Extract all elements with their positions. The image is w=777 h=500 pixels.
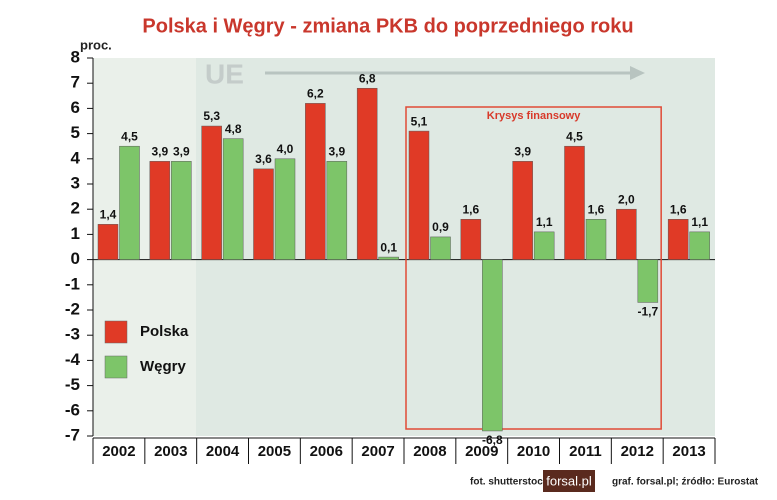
legend-swatch	[104, 320, 128, 344]
y-tick-label: 3	[71, 173, 80, 192]
value-label: 0,1	[380, 240, 397, 254]
x-tick-label: 2005	[258, 443, 291, 460]
y-tick-label: -5	[65, 375, 80, 394]
value-label: 0,9	[432, 220, 449, 234]
logo: forsal.pl	[546, 473, 592, 488]
value-label: 5,3	[203, 109, 220, 123]
source: graf. forsal.pl; źródło: Eurostat	[612, 477, 759, 488]
x-tick-label: 2011	[569, 443, 602, 460]
decor-arrowhead	[630, 66, 645, 80]
bar	[482, 259, 503, 432]
bar	[512, 161, 533, 260]
value-label: 4,0	[277, 142, 294, 156]
y-tick-label: -1	[65, 274, 80, 293]
photo-credit: fot. shutterstock	[470, 477, 549, 488]
x-tick-label: 2013	[672, 443, 705, 460]
y-tick-label: -7	[65, 425, 80, 444]
value-label: 6,2	[307, 87, 324, 101]
bar	[253, 168, 274, 260]
background-decor	[196, 58, 715, 436]
y-tick-label: 8	[71, 47, 80, 66]
bar	[585, 219, 607, 260]
bar	[356, 87, 378, 260]
value-label: 1,1	[691, 215, 708, 229]
y-tick-label: 4	[71, 148, 81, 167]
value-label: -6,8	[482, 433, 503, 447]
watermark: UE	[205, 58, 244, 89]
x-tick-label: 2004	[206, 443, 240, 460]
bar	[119, 145, 140, 260]
x-tick-label: 2008	[413, 443, 446, 460]
value-label: 4,5	[121, 129, 138, 143]
bar	[305, 103, 326, 260]
annotation: Krysys finansowy	[487, 110, 581, 122]
crisis-box	[405, 106, 662, 430]
bar	[171, 161, 192, 260]
x-tick-label: 2003	[154, 443, 187, 460]
y-unit: proc.	[80, 37, 112, 52]
y-tick-label: 5	[71, 123, 80, 142]
y-tick-label: 7	[71, 73, 80, 92]
x-tick-label: 2012	[621, 443, 654, 460]
value-label: 1,1	[536, 215, 553, 229]
chart-title: Polska i Węgry - zmiana PKB do poprzedni…	[142, 15, 633, 37]
bar	[408, 130, 430, 260]
value-label: 1,4	[100, 207, 117, 221]
bar	[616, 208, 637, 260]
value-label: 4,5	[566, 129, 583, 143]
logo-box	[543, 470, 595, 492]
bar	[637, 259, 659, 303]
bar	[430, 236, 451, 260]
value-label: 3,9	[151, 144, 168, 158]
bar	[689, 231, 710, 260]
legend-label: Węgry	[140, 358, 187, 375]
bar	[667, 219, 689, 260]
value-label: 3,6	[255, 152, 272, 166]
value-label: -1,7	[637, 305, 658, 319]
bar	[201, 125, 222, 260]
y-tick-label: -4	[65, 350, 81, 369]
legend-label: Polska	[140, 323, 189, 340]
y-tick-label: -2	[65, 299, 80, 318]
bar	[378, 256, 399, 260]
value-label: 4,8	[225, 122, 242, 136]
x-tick-label: 2002	[102, 443, 135, 460]
x-tick-label: 2009	[465, 443, 498, 460]
y-tick-label: -3	[65, 325, 80, 344]
bar	[326, 161, 348, 260]
bar	[274, 158, 296, 260]
x-tick-label: 2006	[310, 443, 343, 460]
y-tick-label: 0	[71, 249, 80, 268]
bar	[460, 219, 482, 260]
y-tick-label: 6	[71, 98, 80, 117]
y-tick-label: -6	[65, 400, 80, 419]
bar	[149, 161, 171, 260]
y-tick-label: 1	[71, 224, 80, 243]
value-label: 2,0	[618, 192, 635, 206]
y-tick-label: 2	[71, 199, 80, 218]
x-tick-label: 2007	[361, 443, 394, 460]
bar	[222, 138, 244, 260]
value-label: 1,6	[588, 202, 605, 216]
value-label: 1,6	[670, 202, 687, 216]
x-tick-label: 2010	[517, 443, 550, 460]
value-label: 3,9	[173, 144, 190, 158]
value-label: 6,8	[359, 71, 376, 85]
value-label: 3,9	[514, 144, 531, 158]
value-label: 5,1	[411, 114, 428, 128]
bar	[533, 231, 555, 260]
value-label: 3,9	[328, 144, 345, 158]
bar	[564, 145, 585, 260]
legend-swatch	[104, 355, 128, 379]
value-label: 1,6	[462, 202, 479, 216]
bar	[97, 224, 119, 260]
